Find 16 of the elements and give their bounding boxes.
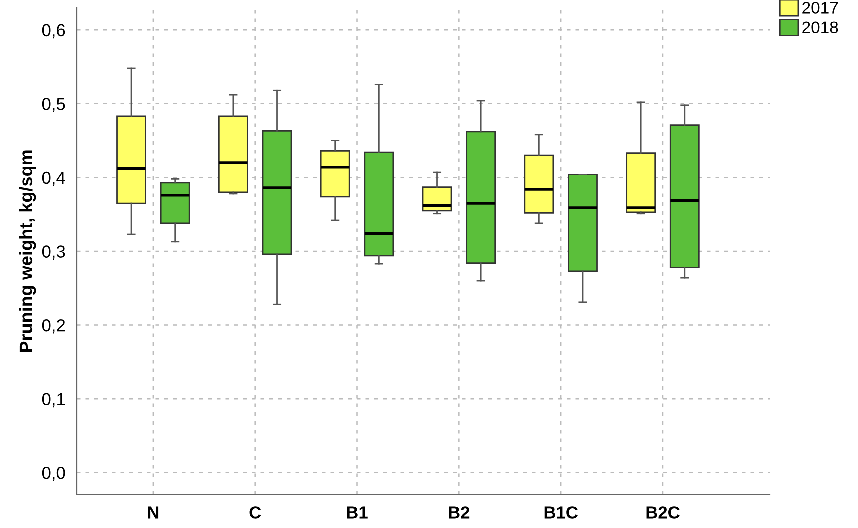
x-tick-label: B2C: [646, 506, 680, 519]
x-tick-label: B1C: [544, 506, 578, 519]
y-tick-label: 0,5: [42, 98, 66, 112]
y-tick-label: 0,3: [42, 246, 66, 260]
legend-label: 2018: [802, 22, 838, 34]
y-tick-label: 0,4: [42, 172, 66, 186]
y-tick-label: 0,1: [42, 393, 66, 408]
y-tick-label: 0,2: [42, 319, 66, 334]
x-tick-label: N: [148, 506, 159, 519]
x-tick-label: B2: [449, 506, 470, 519]
x-tick-label: C: [250, 506, 262, 519]
y-tick-label: 0,6: [42, 24, 66, 39]
y-tick-label: 0,0: [42, 467, 66, 482]
legend-label: 2017: [802, 2, 838, 14]
y-axis-title: Pruning weight, kg/sqm: [19, 150, 36, 352]
x-tick-label: B1: [347, 506, 368, 519]
